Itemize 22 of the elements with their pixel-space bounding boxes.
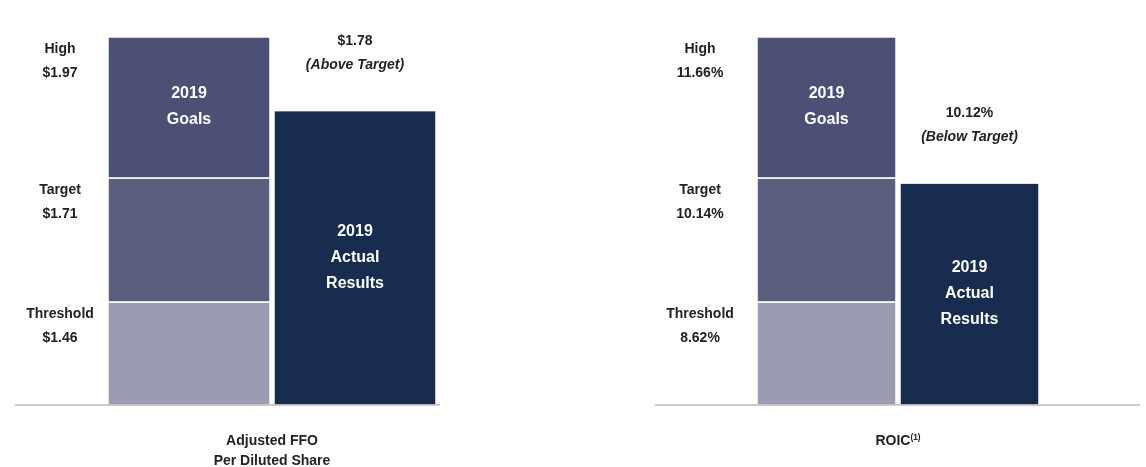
annotation: 10.12%	[945, 104, 994, 121]
annotation: $1.46	[42, 328, 78, 345]
x-axis-title: ROIC$^{(1)}$	[875, 432, 921, 448]
annotation: $1.78	[337, 31, 373, 48]
x-axis-title: Adjusted FFO Per Diluted Share	[213, 432, 331, 467]
annotation: $1.97	[42, 64, 78, 80]
annotation: (Below Target)	[921, 128, 1019, 145]
annotation: 2019 Goals	[166, 84, 212, 128]
text: High	[684, 40, 716, 56]
annotation: $1.71	[42, 204, 78, 221]
annotation: 2019 Actual Results	[326, 222, 384, 292]
annotation: 8.62%	[680, 328, 721, 345]
text: High	[44, 40, 76, 56]
annotation: 2019 Actual Results	[940, 258, 999, 328]
series-label: Target	[39, 180, 82, 197]
series-label: Threshold	[26, 304, 94, 321]
annotation: 2019 Goals	[804, 84, 849, 128]
text: Target	[679, 180, 722, 197]
annotation: 11.66%	[676, 64, 724, 80]
series-label: Threshold	[666, 304, 734, 321]
annotation: (Above Target)	[305, 55, 405, 72]
annotation: 10.14%	[676, 204, 725, 221]
